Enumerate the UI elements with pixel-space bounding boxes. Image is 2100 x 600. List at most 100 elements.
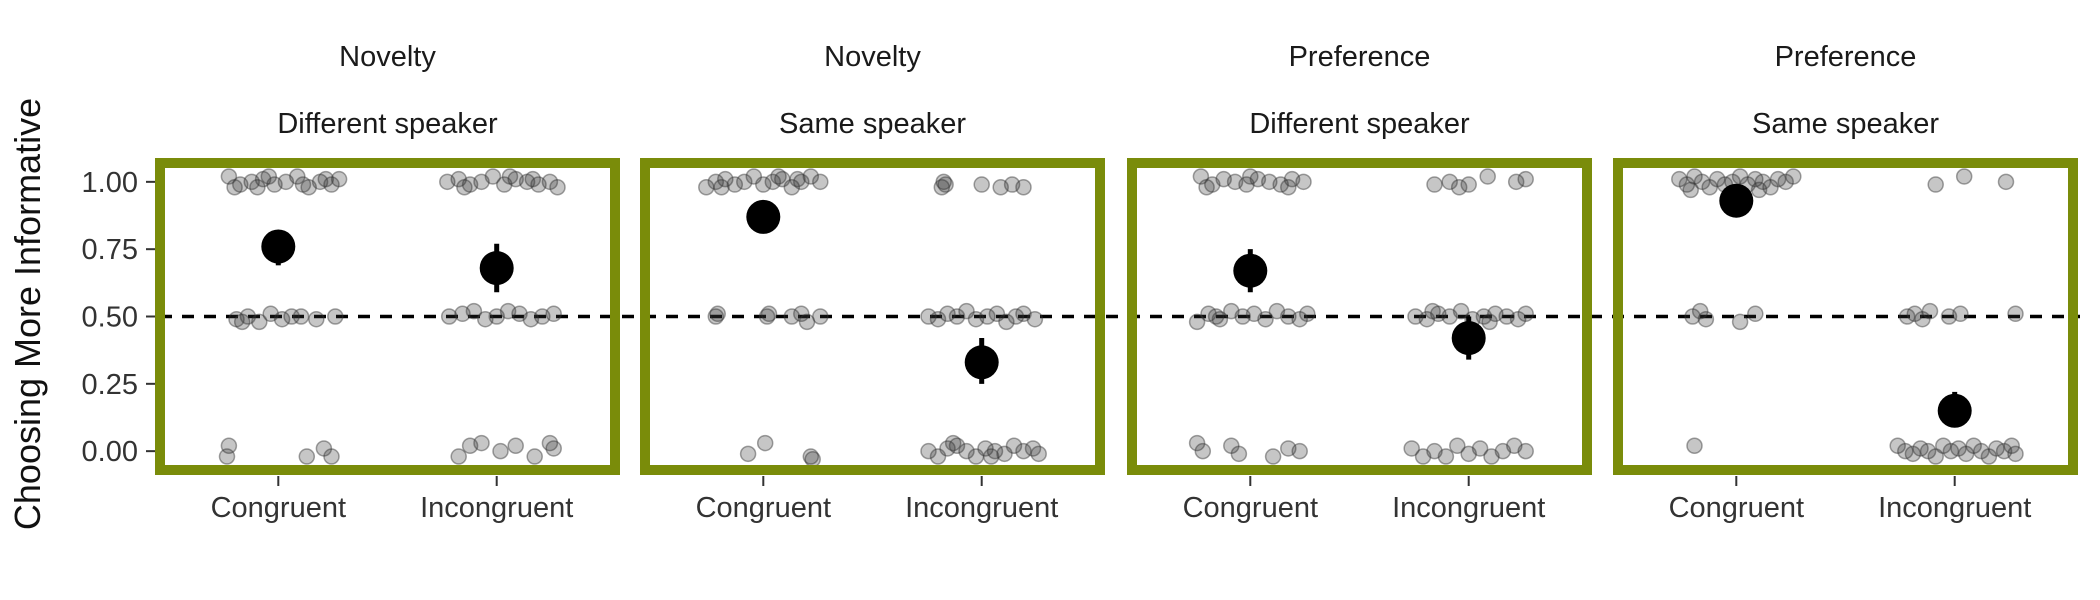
mean-point: [1233, 253, 1268, 288]
data-point: [1940, 308, 1958, 325]
data-point: [1234, 308, 1251, 325]
data-point: [484, 168, 502, 185]
data-point: [465, 302, 483, 320]
data-point: [294, 176, 312, 193]
facet-strip-subtitle: Different speaker: [1249, 108, 1470, 140]
data-point: [1194, 442, 1212, 460]
data-point: [1460, 176, 1477, 193]
facet-panel: Preference Same speaker Congruent Incongrue…: [1613, 41, 2078, 524]
data-point: [454, 305, 471, 323]
data-point: [1449, 437, 1466, 455]
data-point: [1950, 440, 1967, 457]
panel-border: [1127, 158, 1592, 475]
data-point: [1226, 173, 1244, 191]
data-point: [1207, 308, 1225, 325]
data-point: [1517, 442, 1534, 460]
y-axis-label: Choosing More Informative: [7, 98, 48, 530]
data-point: [958, 302, 975, 320]
data-point: [1921, 302, 1939, 320]
data-point: [1211, 310, 1229, 328]
data-point: [1686, 437, 1703, 455]
data-point: [1904, 445, 1922, 463]
facet-strip-title: Novelty: [339, 41, 436, 73]
data-point: [1935, 437, 1952, 455]
data-point: [1015, 305, 1032, 323]
data-point: [1441, 173, 1458, 191]
data-point: [982, 448, 1000, 465]
data-point: [232, 176, 249, 193]
facet-strip-subtitle: Different speaker: [277, 108, 498, 140]
data-point: [1517, 305, 1534, 323]
data-point: [1280, 440, 1297, 457]
data-point: [1747, 170, 1764, 188]
data-point: [1291, 442, 1308, 460]
data-point: [1015, 442, 1032, 460]
data-point: [758, 308, 776, 325]
data-point: [1026, 310, 1044, 328]
data-point: [1965, 437, 1982, 455]
data-point: [1024, 440, 1042, 457]
data-point: [1955, 168, 1973, 185]
data-point: [1898, 308, 1916, 325]
data-point: [1517, 170, 1534, 188]
data-point: [1450, 178, 1468, 196]
data-point: [499, 302, 517, 320]
data-point: [1188, 313, 1206, 331]
data-point: [511, 305, 528, 323]
data-point: [1691, 302, 1709, 320]
data-point: [1671, 170, 1688, 188]
data-point: [292, 308, 310, 325]
data-point: [518, 173, 536, 191]
data-point: [283, 308, 300, 325]
data-point: [812, 173, 829, 191]
data-point: [1785, 168, 1802, 185]
data-point: [935, 173, 952, 191]
mean-point: [746, 199, 781, 234]
data-point: [958, 442, 975, 460]
data-point: [1418, 310, 1436, 328]
data-point: [507, 170, 524, 188]
data-point: [1995, 442, 2013, 460]
data-point: [501, 168, 519, 185]
data-point: [254, 170, 272, 188]
data-point: [1015, 178, 1032, 196]
data-point: [289, 168, 306, 185]
data-point: [456, 178, 473, 196]
data-point: [1200, 305, 1217, 323]
x-tick-label: Congruent: [696, 492, 831, 524]
data-point: [1686, 168, 1703, 185]
data-point: [944, 434, 962, 452]
data-point: [1475, 308, 1493, 325]
data-point: [1437, 448, 1455, 465]
data-point: [1762, 178, 1779, 196]
data-point: [1973, 442, 1990, 460]
data-point: [726, 176, 744, 193]
data-point: [812, 308, 829, 325]
x-tick-label: Incongruent: [1392, 492, 1545, 524]
data-point: [473, 434, 490, 452]
data-point: [804, 450, 821, 468]
data-point: [317, 170, 335, 188]
data-point: [1906, 305, 1924, 323]
data-point: [450, 170, 467, 188]
data-point: [2007, 445, 2024, 463]
data-point: [266, 176, 283, 193]
mean-point: [1719, 183, 1754, 218]
data-point: [522, 310, 540, 328]
facet-panels: Novelty Different speaker Congruent Incongr…: [155, 41, 2080, 524]
data-point: [228, 310, 245, 328]
data-point: [1942, 442, 1960, 460]
data-point: [507, 437, 524, 455]
data-point: [1494, 442, 1512, 460]
data-point: [736, 173, 753, 191]
x-tick-label: Incongruent: [1878, 492, 2031, 524]
data-point: [992, 178, 1009, 196]
data-point: [1198, 178, 1215, 196]
mean-point: [964, 345, 999, 380]
data-point: [1952, 305, 1969, 323]
data-point: [939, 440, 956, 457]
data-point: [764, 173, 782, 191]
data-point: [330, 170, 348, 188]
data-point: [1426, 442, 1443, 460]
